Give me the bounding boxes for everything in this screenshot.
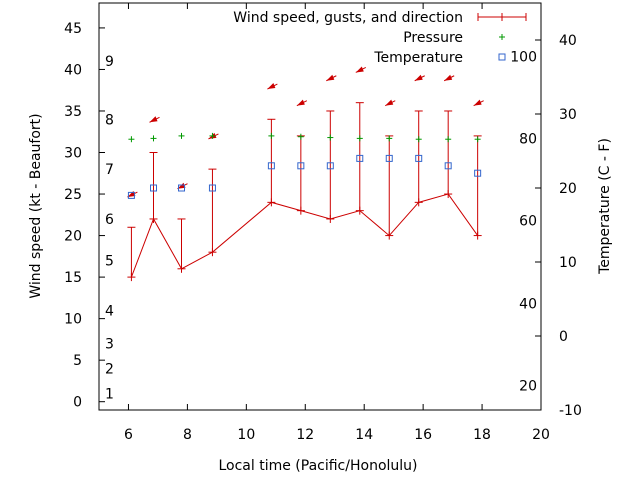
y2-axis-title: Temperature (C - F) xyxy=(597,138,613,275)
direction-arrowhead xyxy=(149,116,158,123)
y2-tick-label: 0 xyxy=(559,329,568,345)
legend-label: Temperature xyxy=(373,50,463,66)
x-tick-label: 12 xyxy=(296,427,314,443)
y-tick-label: 10 xyxy=(64,312,82,328)
y2-tick-label: 10 xyxy=(559,255,577,271)
x-tick-label: 20 xyxy=(532,427,550,443)
temperature-point xyxy=(297,162,305,170)
legend-temperature-mark xyxy=(498,53,506,61)
temperature-point xyxy=(356,154,364,162)
y2-tick-label: 40 xyxy=(559,33,577,49)
x-tick-label: 8 xyxy=(183,427,192,443)
x-axis-title: Local time (Pacific/Honolulu) xyxy=(218,458,417,474)
y2-tick-label: -10 xyxy=(559,403,582,419)
temperature-point xyxy=(127,191,135,199)
beaufort-label: 7 xyxy=(105,162,114,178)
fahrenheit-label: 40 xyxy=(519,296,537,312)
temperature-point xyxy=(150,184,158,192)
direction-arrowhead xyxy=(473,99,482,106)
y-tick-label: 30 xyxy=(64,146,82,162)
beaufort-label: 5 xyxy=(105,253,114,269)
x-tick-label: 10 xyxy=(237,427,255,443)
y2-tick-label: 20 xyxy=(559,181,577,197)
temperature-point xyxy=(385,154,393,162)
beaufort-label: 2 xyxy=(105,361,114,377)
direction-arrowhead xyxy=(414,74,423,81)
beaufort-label: 9 xyxy=(105,54,114,70)
x-tick-label: 18 xyxy=(473,427,491,443)
y-tick-label: 20 xyxy=(64,229,82,245)
x-tick-label: 16 xyxy=(414,427,432,443)
y-tick-label: 15 xyxy=(64,270,82,286)
direction-arrowhead xyxy=(296,99,305,106)
temperature-point xyxy=(415,154,423,162)
temperature-point xyxy=(267,162,275,170)
temperature-point xyxy=(208,184,216,192)
y-tick-label: 45 xyxy=(64,21,82,37)
y2-tick-label: 30 xyxy=(559,107,577,123)
y-tick-label: 40 xyxy=(64,62,82,78)
y-tick-label: 5 xyxy=(73,353,82,369)
legend-label: Pressure xyxy=(403,30,463,46)
wind-speed-line xyxy=(130,193,479,278)
direction-arrowhead xyxy=(177,182,186,189)
plot-frame xyxy=(98,2,542,411)
temperature-point xyxy=(444,162,452,170)
y-axis-title: Wind speed (kt - Beaufort) xyxy=(28,113,44,298)
direction-arrowhead xyxy=(267,83,276,90)
direction-arrowhead xyxy=(385,99,394,106)
temperature-point xyxy=(326,162,334,170)
direction-arrowhead xyxy=(444,74,453,81)
y-tick-label: 35 xyxy=(64,104,82,120)
temperature-point xyxy=(178,184,186,192)
legend-label: Wind speed, gusts, and direction xyxy=(233,10,463,26)
y-tick-label: 25 xyxy=(64,187,82,203)
direction-arrowhead xyxy=(355,66,364,73)
fahrenheit-label: 20 xyxy=(519,379,537,395)
beaufort-label: 6 xyxy=(105,212,114,228)
fahrenheit-label: 60 xyxy=(519,214,537,230)
beaufort-label: 3 xyxy=(105,337,114,353)
x-tick-label: 6 xyxy=(124,427,133,443)
direction-arrowhead xyxy=(326,74,335,81)
fahrenheit-label: 100 xyxy=(510,49,537,65)
beaufort-label: 4 xyxy=(105,303,114,319)
x-tick-label: 14 xyxy=(355,427,373,443)
beaufort-label: 8 xyxy=(105,112,114,128)
fahrenheit-label: 80 xyxy=(519,131,537,147)
beaufort-label: 1 xyxy=(105,386,114,402)
temperature-point xyxy=(474,169,482,177)
y-tick-label: 0 xyxy=(73,395,82,411)
